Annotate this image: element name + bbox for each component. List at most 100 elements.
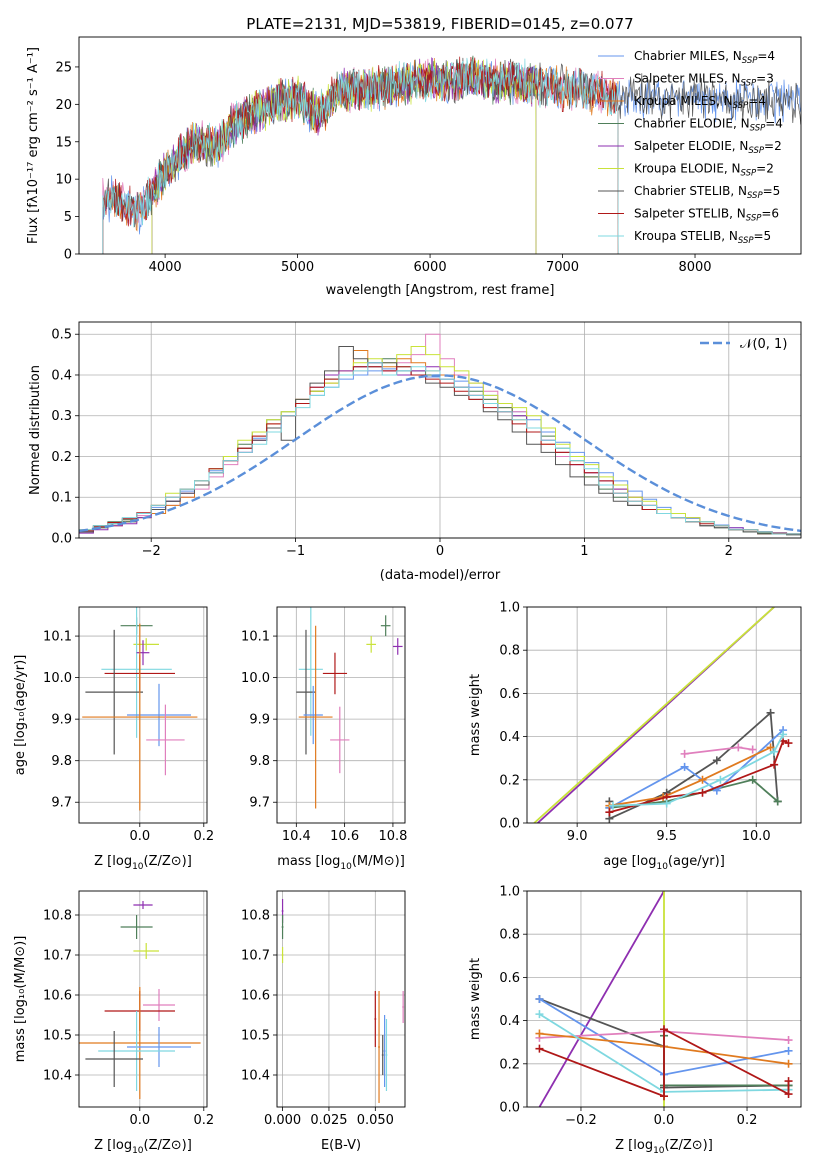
plus-marker bbox=[770, 760, 779, 769]
legend-item: Salpeter STELIB, NSSP=6 bbox=[634, 207, 779, 224]
x-label-main: age [log bbox=[603, 854, 656, 869]
legend-label: Salpeter STELIB, N bbox=[634, 207, 746, 221]
y-tick-label: 9.7 bbox=[51, 796, 72, 811]
plot-area bbox=[79, 333, 801, 536]
x-label-sub: 10 bbox=[656, 862, 668, 872]
legend-label-sub: SSP bbox=[747, 191, 763, 201]
plus-marker bbox=[784, 1090, 793, 1099]
x-tick-label: 0.2 bbox=[193, 1113, 214, 1128]
y-axis-label: mass weight bbox=[468, 674, 483, 756]
plus-marker bbox=[784, 1077, 793, 1086]
legend-label: Kroupa MILES, N bbox=[634, 94, 733, 108]
x-tick-label: −0.2 bbox=[565, 1113, 597, 1128]
y-axis-label: mass weight bbox=[468, 958, 483, 1040]
y-tick-label: 9.8 bbox=[51, 754, 72, 769]
y-tick-label: 10.4 bbox=[43, 1069, 72, 1084]
y-tick-label: 25 bbox=[55, 60, 72, 75]
plus-marker bbox=[680, 762, 689, 771]
y-axis-label: Normed distribution bbox=[28, 365, 43, 495]
y-tick-label: 10.7 bbox=[241, 949, 270, 964]
axes-frame bbox=[526, 890, 802, 1108]
plot-area bbox=[79, 901, 201, 1099]
x-tick-label: 10.4 bbox=[282, 829, 311, 844]
x-label-main: Z [log bbox=[615, 1138, 653, 1153]
x-label-main: mass [log bbox=[277, 854, 340, 869]
y-tick-label: 0.0 bbox=[499, 817, 520, 832]
x-tick-label: 0.050 bbox=[357, 1113, 394, 1128]
y-tick-label: 0.8 bbox=[499, 644, 520, 659]
plus-marker bbox=[535, 1044, 544, 1053]
plus-marker bbox=[773, 797, 782, 806]
x-tick-label: 2 bbox=[725, 544, 733, 559]
legend-label-sub: SSP bbox=[748, 146, 764, 156]
y-tick-label: 0.6 bbox=[499, 971, 520, 986]
plus-marker bbox=[748, 745, 757, 754]
y-axis-label: age [log₁₀(age/yr)] bbox=[13, 655, 28, 776]
legend-label-sub: SSP bbox=[741, 79, 757, 89]
x-tick-label: 0.2 bbox=[737, 1113, 758, 1128]
y-tick-label: 0.2 bbox=[499, 1057, 520, 1072]
x-tick-label: 10.0 bbox=[742, 829, 771, 844]
x-tick-label: −1 bbox=[286, 544, 305, 559]
x-label-sub: 10 bbox=[132, 862, 144, 872]
x-label-sub: 10 bbox=[132, 1146, 144, 1156]
x-tick-label: 9.0 bbox=[567, 829, 588, 844]
y-tick-label: 0.8 bbox=[499, 928, 520, 943]
y-tick-label: 9.9 bbox=[51, 713, 72, 728]
y-tick-label: 10.5 bbox=[43, 1029, 72, 1044]
chart-residuals: −2 −1 0 1 2 0.0 0.1 0.2 0.3 0.4 0.5 (data-model)/er… bbox=[28, 321, 802, 583]
x-axis-label: wavelength [Angstrom, rest frame] bbox=[326, 283, 555, 298]
plot-area bbox=[82, 607, 198, 811]
legend-label-tail: =6 bbox=[761, 207, 779, 221]
spectrum-line-chabrier-stelib bbox=[102, 57, 801, 254]
plus-marker bbox=[748, 775, 757, 784]
plus-marker bbox=[698, 775, 707, 784]
legend-label-tail: =2 bbox=[764, 139, 782, 153]
plus-marker bbox=[605, 808, 614, 817]
legend-label-sub: SSP bbox=[746, 214, 762, 224]
legend-item: Kroupa ELODIE, NSSP=2 bbox=[634, 162, 774, 179]
legend-label: Chabrier MILES, N bbox=[634, 49, 742, 63]
y-tick-label: 10.8 bbox=[43, 909, 72, 924]
y-axis-label: Flux [fλ10⁻¹⁷ erg cm⁻² s⁻¹ A⁻¹] bbox=[26, 47, 41, 244]
plus-marker bbox=[784, 739, 793, 748]
x-label-main: Z [log bbox=[94, 1138, 132, 1153]
legend-item: Chabrier STELIB, NSSP=5 bbox=[634, 184, 780, 201]
legend-label: Salpeter MILES, N bbox=[634, 72, 741, 86]
plot-area bbox=[533, 607, 793, 823]
weight-line-chabrier-stelib bbox=[608, 710, 779, 821]
x-axis-label: mass [log10(M/M⊙)] bbox=[277, 854, 405, 872]
plus-marker bbox=[779, 730, 788, 739]
plus-marker bbox=[734, 743, 743, 752]
plus-marker bbox=[766, 743, 775, 752]
y-tick-label: 9.9 bbox=[249, 713, 270, 728]
legend-label-tail: =5 bbox=[763, 184, 781, 198]
x-tick-label: 7000 bbox=[546, 260, 579, 275]
legend-label: Chabrier ELODIE, N bbox=[634, 117, 750, 131]
y-tick-label: 0.4 bbox=[51, 368, 72, 383]
y-axis-label: mass [log₁₀(M/M⊙)] bbox=[13, 936, 28, 1063]
plus-marker bbox=[660, 1025, 668, 1034]
y-tick-label: 9.8 bbox=[249, 754, 270, 769]
weight-line-kroupa-stelib bbox=[612, 733, 784, 807]
legend-item: Kroupa MILES, NSSP=4 bbox=[634, 94, 766, 111]
plus-marker bbox=[608, 801, 617, 810]
plus-marker bbox=[766, 708, 775, 717]
x-tick-label: 6000 bbox=[414, 260, 447, 275]
y-tick-label: 10.7 bbox=[43, 949, 72, 964]
y-tick-label: 10.1 bbox=[241, 630, 270, 645]
y-tick-label: 0.5 bbox=[51, 328, 72, 343]
legend-item: Chabrier ELODIE, NSSP=4 bbox=[634, 117, 783, 134]
plus-marker bbox=[770, 747, 779, 756]
x-label-sub: 10 bbox=[340, 862, 352, 872]
y-tick-label: 10.0 bbox=[43, 671, 72, 686]
x-label-tail: (Z/Z⊙)] bbox=[144, 854, 192, 869]
x-tick-label: 5000 bbox=[281, 260, 314, 275]
x-label-tail: (age/yr)] bbox=[668, 854, 725, 869]
chart-mass_vs_ebv: 0.000 0.025 0.050 10.4 10.5 10.6 10.7 10.8 E(B-V… bbox=[241, 890, 406, 1153]
legend-label-tail: =5 bbox=[754, 229, 772, 243]
chart-spectrum: 4000 5000 6000 7000 8000 0 5 10 15 20 25 PLATE=2131… bbox=[26, 15, 802, 298]
axes-frame bbox=[276, 606, 406, 824]
x-tick-label: 0.000 bbox=[264, 1113, 301, 1128]
